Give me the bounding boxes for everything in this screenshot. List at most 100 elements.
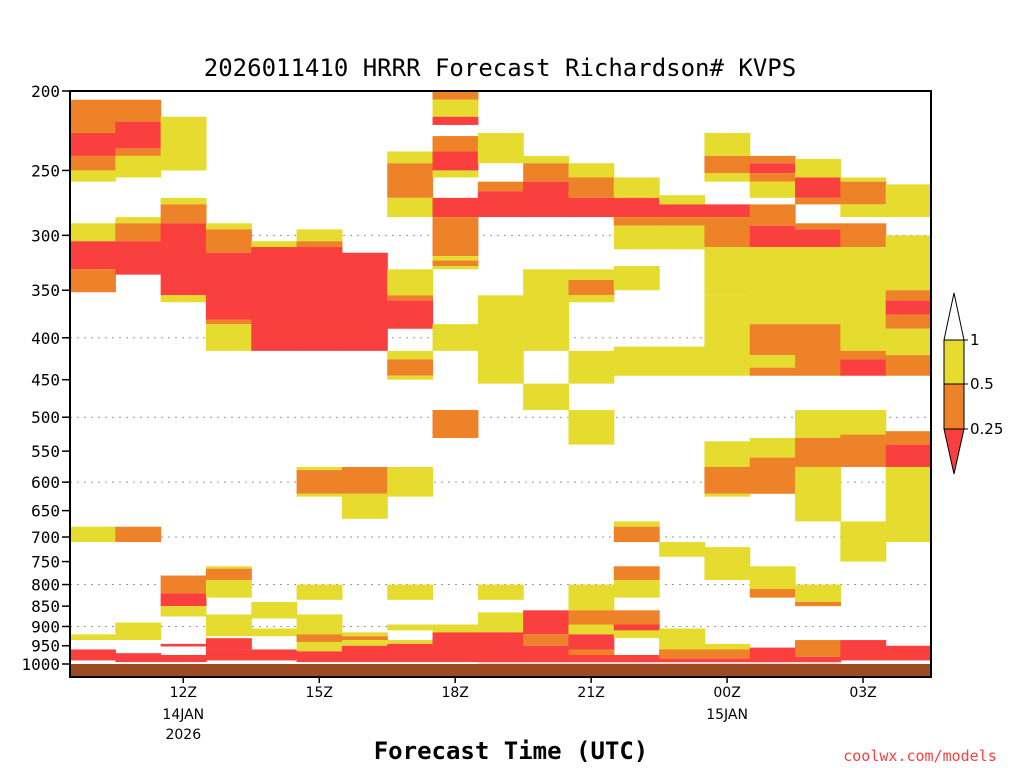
surface-band xyxy=(70,662,931,677)
ri-cell xyxy=(613,566,660,581)
ri-cell xyxy=(387,466,434,497)
colorbar-label: 0.25 xyxy=(970,420,1003,438)
ri-cell xyxy=(296,241,343,248)
ri-cell xyxy=(160,575,207,594)
ri-cell xyxy=(70,241,116,270)
ri-cell xyxy=(251,628,298,637)
y-tick-label: 950 xyxy=(31,637,60,656)
ri-cell xyxy=(659,195,706,205)
ri-cell xyxy=(840,521,887,562)
x-tick-label: 03Z xyxy=(849,685,876,701)
ri-cell xyxy=(205,638,252,650)
ri-cell xyxy=(704,155,751,174)
ri-cell xyxy=(795,466,841,522)
ri-cell xyxy=(523,634,570,646)
ri-cell xyxy=(613,266,660,291)
ri-cell xyxy=(795,223,841,230)
ri-cell xyxy=(432,256,479,261)
x-tick-year: 2026 xyxy=(165,727,201,743)
ri-cell xyxy=(885,466,932,543)
ri-cell xyxy=(659,346,706,376)
ri-cell xyxy=(205,223,252,230)
ri-cell xyxy=(749,324,796,356)
ri-cell xyxy=(840,247,887,351)
ri-cell xyxy=(523,383,570,411)
ri-cell xyxy=(477,612,524,633)
ri-cell xyxy=(840,350,887,360)
ri-cell xyxy=(659,658,706,664)
ri-cell xyxy=(568,279,615,296)
ri-cell xyxy=(387,197,434,218)
ri-cell xyxy=(749,588,796,598)
y-tick-label: 700 xyxy=(31,528,60,547)
ri-cell xyxy=(432,116,479,125)
x-tick-date: 15JAN xyxy=(706,707,748,723)
ri-cell xyxy=(568,197,615,218)
ri-cell xyxy=(296,584,343,600)
ri-cell xyxy=(205,319,252,325)
ri-cell xyxy=(70,170,116,182)
ri-cell xyxy=(704,204,751,218)
ri-cell xyxy=(432,410,479,438)
ri-cell xyxy=(704,247,751,296)
ri-cell xyxy=(523,610,570,635)
ri-cell xyxy=(795,601,841,607)
ri-cell xyxy=(296,634,343,642)
ri-cell xyxy=(749,457,796,494)
ri-cell xyxy=(840,434,887,467)
ri-cell xyxy=(432,324,479,351)
ri-cell xyxy=(115,148,162,156)
ri-cell xyxy=(568,649,615,655)
ri-cell xyxy=(795,410,841,438)
surface-ground xyxy=(70,664,931,677)
ri-cell xyxy=(749,367,796,376)
ri-cell xyxy=(477,584,524,600)
ri-cell xyxy=(477,132,524,164)
ri-cell xyxy=(432,632,479,663)
ri-cell xyxy=(613,197,660,218)
ri-cell xyxy=(795,324,841,376)
ri-cell xyxy=(341,252,388,351)
ri-cell xyxy=(704,658,751,664)
ri-cell xyxy=(568,410,615,445)
ri-cell xyxy=(885,431,932,445)
ri-cell xyxy=(160,223,207,296)
ri-cell xyxy=(70,269,116,293)
ri-cell xyxy=(613,580,660,598)
ri-cell xyxy=(70,155,116,171)
ri-cell xyxy=(659,649,706,659)
ri-cell xyxy=(568,634,615,650)
ri-cell xyxy=(795,656,841,664)
ri-cell xyxy=(160,197,207,205)
ri-cell xyxy=(115,223,162,242)
ri-cell xyxy=(160,606,207,617)
y-tick-label: 400 xyxy=(31,329,60,348)
ri-cell xyxy=(704,132,751,156)
ri-cell xyxy=(160,295,207,303)
ri-cell xyxy=(659,225,706,250)
colorbar-min-arrow xyxy=(943,428,965,475)
ri-cell xyxy=(387,151,434,164)
ri-cell xyxy=(432,266,479,270)
colorbar-legend: 1 0.5 0.25 xyxy=(943,292,1003,475)
y-tick-label: 450 xyxy=(31,371,60,390)
ri-cell xyxy=(341,636,388,641)
ri-cell xyxy=(749,204,796,226)
ri-cell xyxy=(296,493,343,497)
y-tick-label: 600 xyxy=(31,473,60,492)
ri-cell xyxy=(341,640,388,646)
ri-cell xyxy=(115,526,162,543)
ri-cell xyxy=(659,204,706,218)
y-tick-label: 750 xyxy=(31,553,60,572)
ri-cell xyxy=(387,375,434,380)
ri-cell xyxy=(296,247,343,351)
ri-cell xyxy=(523,269,570,351)
ri-cell xyxy=(160,116,207,171)
y-tick-label: 900 xyxy=(31,617,60,636)
ri-cell xyxy=(704,441,751,467)
ri-cell xyxy=(704,493,751,497)
ri-cell xyxy=(704,547,751,581)
ri-cell xyxy=(523,155,570,164)
ri-cell xyxy=(613,217,660,226)
